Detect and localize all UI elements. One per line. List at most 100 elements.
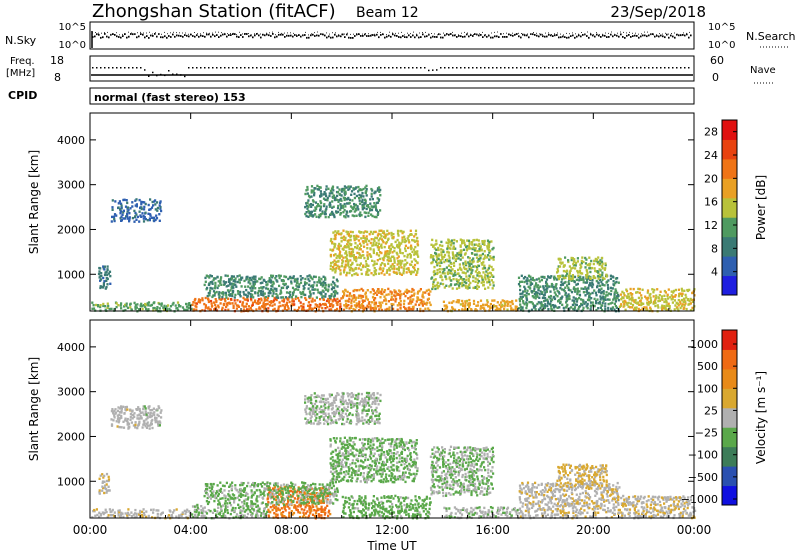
power-cell: [584, 286, 587, 289]
velocity-cell: [109, 514, 112, 517]
noise-point: [442, 36, 444, 39]
power-cell: [559, 261, 562, 264]
velocity-cell: [224, 508, 227, 511]
noise-search-point: [554, 33, 555, 35]
power-cell: [562, 269, 565, 273]
power-cell: [481, 240, 484, 243]
power-cell: [273, 287, 276, 290]
nave-point: [432, 69, 434, 71]
nave-point: [408, 67, 410, 69]
power-cell: [414, 245, 417, 249]
power-cell: [540, 275, 543, 279]
power-cell: [648, 294, 651, 297]
power-cell: [176, 307, 179, 310]
power-cell: [588, 256, 591, 259]
noise-search-point: [638, 33, 639, 35]
velocity-cell: [297, 511, 300, 514]
power-cell: [345, 198, 348, 201]
power-cell: [330, 308, 333, 311]
power-cell: [398, 250, 402, 253]
velocity-cell: [237, 506, 241, 509]
power-cell: [366, 204, 370, 207]
power-cell: [398, 266, 401, 269]
power-cell: [370, 195, 373, 198]
power-cell: [416, 296, 419, 299]
power-cell: [546, 304, 549, 308]
velocity-cell: [255, 497, 258, 500]
velocity-cell: [231, 485, 234, 488]
power-cell: [141, 304, 144, 308]
power-cell: [537, 277, 541, 280]
power-cell: [489, 302, 492, 306]
noise-point: [572, 34, 574, 37]
noise-search-point: [257, 32, 258, 34]
power-cell: [247, 291, 250, 294]
power-cell: [376, 252, 379, 255]
power-cell: [527, 292, 530, 296]
power-cell: [290, 296, 293, 299]
power-cell: [257, 298, 260, 301]
noise-search-point: [473, 34, 474, 36]
noise-point: [300, 35, 302, 38]
power-cell: [374, 206, 378, 209]
nave-point: [568, 67, 570, 69]
power-cell: [371, 259, 374, 262]
power-cell: [614, 305, 617, 308]
power-cell: [429, 290, 432, 293]
power-cell: [684, 302, 687, 305]
power-cell: [665, 299, 668, 303]
power-cell: [317, 308, 320, 311]
noise-panel: [89, 21, 695, 50]
power-cell: [598, 268, 601, 271]
power-cell: [331, 305, 334, 308]
power-cell: [564, 286, 567, 289]
power-cell: [511, 302, 514, 306]
power-cell: [425, 301, 428, 304]
power-cell: [464, 252, 467, 255]
power-cell: [342, 256, 345, 259]
velocity-cell: [129, 415, 132, 419]
power-cell: [427, 292, 430, 295]
noise-point: [256, 33, 258, 35]
power-cell: [601, 256, 604, 260]
power-cell: [160, 302, 163, 305]
power-cell: [625, 289, 629, 293]
power-cell: [277, 305, 280, 308]
power-cell: [346, 232, 349, 236]
nave-point: [596, 67, 598, 69]
power-cell: [547, 302, 550, 305]
power-cell: [166, 304, 170, 307]
power-cell: [593, 289, 596, 292]
velocity-cell: [136, 414, 139, 417]
power-cell: [408, 270, 411, 273]
velocity-cell: [250, 500, 253, 503]
power-cell: [462, 248, 466, 251]
nave-point: [564, 67, 566, 69]
velocity-cell: [273, 497, 276, 501]
power-cell: [652, 295, 655, 298]
power-cell: [349, 239, 352, 242]
power-cell: [390, 255, 393, 258]
power-cell: [282, 282, 285, 285]
power-cell: [134, 306, 137, 309]
power-cell: [309, 295, 312, 298]
power-cell: [369, 306, 372, 309]
velocity-cell: [99, 513, 102, 516]
power-cell: [442, 250, 445, 254]
power-cell: [410, 244, 413, 247]
velocity-cell: [98, 489, 101, 492]
power-cell: [444, 259, 447, 262]
power-cell: [252, 275, 255, 278]
power-cell: [540, 292, 544, 295]
noise-point: [308, 36, 310, 39]
noise-search-point: [635, 32, 636, 34]
power-cell: [601, 271, 604, 274]
noise-search-point: [422, 32, 423, 33]
power-cell: [409, 233, 412, 236]
power-cell: [614, 289, 618, 293]
power-cell: [547, 308, 550, 311]
velocity-cell: [111, 508, 114, 512]
nave-point: [140, 67, 142, 69]
power-cell: [288, 295, 291, 299]
power-cell: [576, 257, 579, 260]
